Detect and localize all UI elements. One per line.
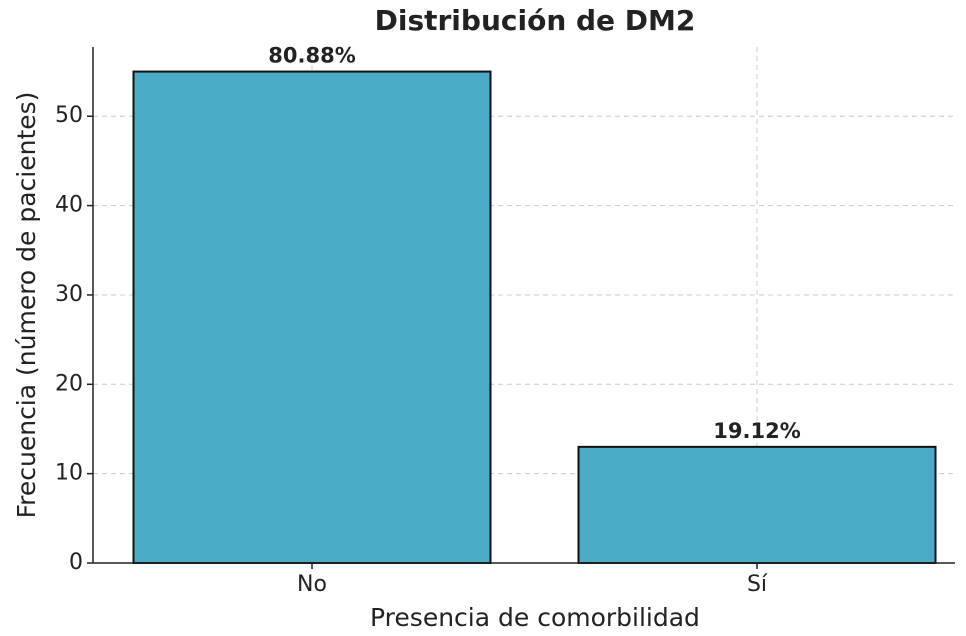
x-tick-label: No xyxy=(297,572,327,597)
y-tick-label: 20 xyxy=(55,371,83,396)
x-tick-label: Sí xyxy=(747,572,768,597)
y-tick-label: 10 xyxy=(55,461,83,486)
y-tick-label: 50 xyxy=(55,103,83,128)
chart-title: Distribución de DM2 xyxy=(375,4,696,37)
bar xyxy=(132,70,492,564)
y-tick-label: 0 xyxy=(69,550,83,575)
y-tick-label: 40 xyxy=(55,193,83,218)
y-tick-label: 30 xyxy=(55,282,83,307)
bar xyxy=(577,445,937,564)
data-label: 80.88% xyxy=(268,44,355,68)
x-axis-label: Presencia de comorbilidad xyxy=(370,603,700,632)
y-axis-label: Frecuencia (número de pacientes) xyxy=(12,92,41,519)
data-label: 19.12% xyxy=(713,419,800,443)
